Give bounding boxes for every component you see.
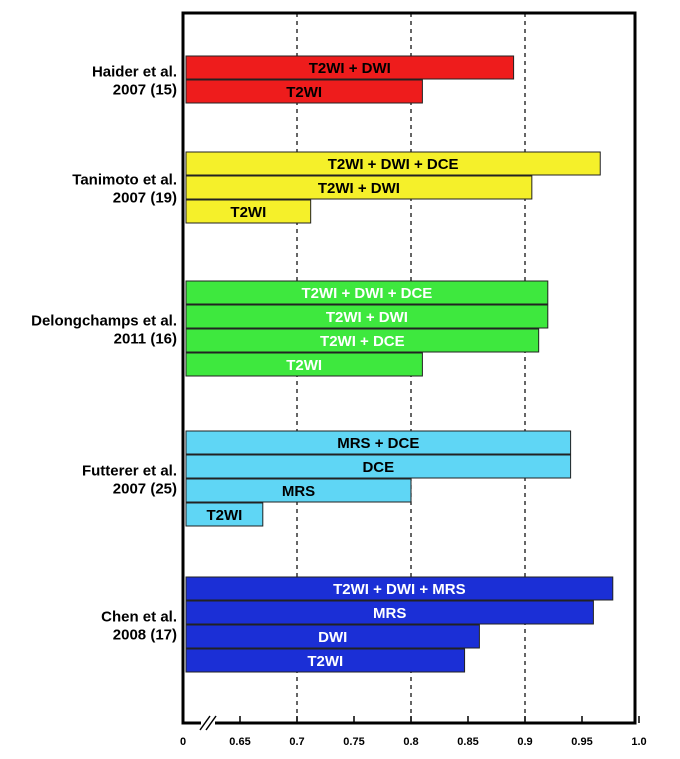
study-year: 2007 (19) (113, 190, 177, 207)
bar (185, 55, 515, 80)
x-axis: 0 0.65 0.7 0.75 0.8 0.85 0.9 0.95 1.0 (180, 715, 647, 748)
bar (185, 600, 594, 625)
bar (185, 648, 466, 673)
study-year: 2011 (16) (114, 331, 177, 348)
x-tick-label: 0.7 (289, 736, 304, 748)
bar-label: T2WI (307, 653, 343, 670)
x-tick-label: 0.9 (517, 736, 532, 748)
study-year: 2007 (15) (113, 82, 177, 99)
bar (185, 454, 572, 479)
x-tick-label: 0.8 (403, 736, 418, 748)
x-tick-label: 0.75 (343, 736, 364, 748)
x-tick-label: 0.65 (229, 736, 250, 748)
bar (185, 430, 572, 455)
study-name: Haider et al. (92, 64, 177, 81)
bar (185, 175, 533, 200)
axis-break-gap (201, 719, 215, 727)
bar-label: T2WI + DWI (309, 60, 391, 77)
bar (185, 280, 549, 305)
bars: T2WI + DWI T2WI T2WI + DWI + DCE T2WI + DWI… (185, 55, 614, 673)
x-tick-label: 0 (180, 736, 186, 748)
bar (185, 478, 412, 503)
bar (185, 576, 614, 601)
study-name: Delongchamps et al. (31, 313, 177, 330)
bar-label: MRS (282, 483, 315, 500)
bar-label: MRS (373, 605, 406, 622)
axis-break-icon (205, 715, 217, 731)
bar (185, 151, 601, 176)
bar-label: T2WI + DWI (326, 309, 408, 326)
bar-label: T2WI + DWI (318, 180, 400, 197)
bar-label: T2WI + DWI + MRS (333, 581, 466, 598)
bar-label: T2WI (230, 204, 266, 221)
bar (185, 352, 423, 377)
study-name: Chen et al. (101, 609, 177, 626)
bar-label: T2WI + DWI + DCE (301, 285, 432, 302)
bar-label: T2WI (206, 507, 242, 524)
bar-label: T2WI (286, 357, 322, 374)
x-tick-label: 0.95 (571, 736, 592, 748)
axis-break-icon (199, 715, 211, 731)
bar (185, 502, 264, 527)
x-tick-label: 1.0 (631, 736, 646, 748)
study-year: 2008 (17) (113, 627, 177, 644)
study-year: 2007 (25) (113, 481, 177, 498)
bar (185, 79, 423, 104)
study-name: Tanimoto et al. (72, 172, 177, 189)
bar (185, 199, 312, 224)
bar-label: DWI (318, 629, 347, 646)
bar-label: MRS + DCE (337, 435, 419, 452)
bar-label: T2WI (286, 84, 322, 101)
bar-label: T2WI + DWI + DCE (328, 156, 459, 173)
x-tick-label: 0.85 (457, 736, 478, 748)
study-name: Futterer et al. (82, 463, 177, 480)
bar-label: DCE (362, 459, 394, 476)
plot-frame (181, 11, 637, 725)
group-labels: Haider et al.2007 (15)Tanimoto et al.200… (31, 64, 177, 644)
bar-label: T2WI + DCE (320, 333, 405, 350)
bar (185, 328, 540, 353)
bar (185, 304, 549, 329)
bar (185, 624, 480, 649)
